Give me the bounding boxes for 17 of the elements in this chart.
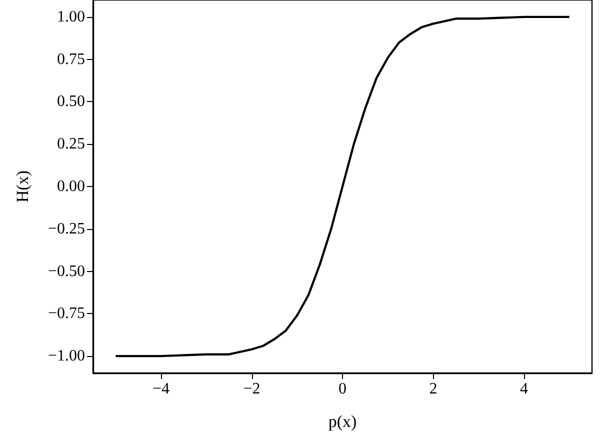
y-tick-label: −0.25: [48, 220, 85, 238]
y-tick-label: −1.00: [48, 348, 85, 365]
y-tick-label: 0.25: [57, 136, 85, 153]
y-tick-label: 0.00: [57, 178, 85, 195]
y-tick-label: 0.75: [57, 50, 85, 68]
x-axis-title: p(x): [328, 412, 357, 431]
x-tick-label: 2: [429, 380, 438, 398]
y-tick-label: 0.50: [57, 93, 85, 110]
x-tick-label: 0: [338, 380, 346, 398]
y-tick-label: 1.00: [57, 8, 85, 26]
y-axis-title: H(x): [13, 170, 32, 203]
x-tick-label: −2: [243, 380, 260, 398]
x-tick-label: 4: [520, 380, 528, 398]
y-tick-label: −0.50: [48, 262, 85, 280]
line-series: [114, 16, 570, 358]
y-tick-label: −0.75: [48, 305, 85, 322]
x-tick-label: −4: [152, 380, 170, 398]
